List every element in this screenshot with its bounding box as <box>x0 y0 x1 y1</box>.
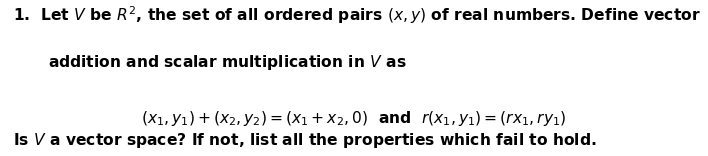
Text: $(x_1, y_1) + (x_2, y_2) = (x_1 + x_2, 0)$  and  $r(x_1, y_1) = (rx_1, ry_1)$: $(x_1, y_1) + (x_2, y_2) = (x_1 + x_2, 0… <box>142 109 566 128</box>
Text: 1.  Let $V$ be $R^2$, the set of all ordered pairs $(x, y)$ of real numbers. Def: 1. Let $V$ be $R^2$, the set of all orde… <box>13 5 700 26</box>
Text: addition and scalar multiplication in $V$ as: addition and scalar multiplication in $V… <box>48 53 406 72</box>
Text: Is $V$ a vector space? If not, list all the properties which fail to hold.: Is $V$ a vector space? If not, list all … <box>13 131 596 150</box>
